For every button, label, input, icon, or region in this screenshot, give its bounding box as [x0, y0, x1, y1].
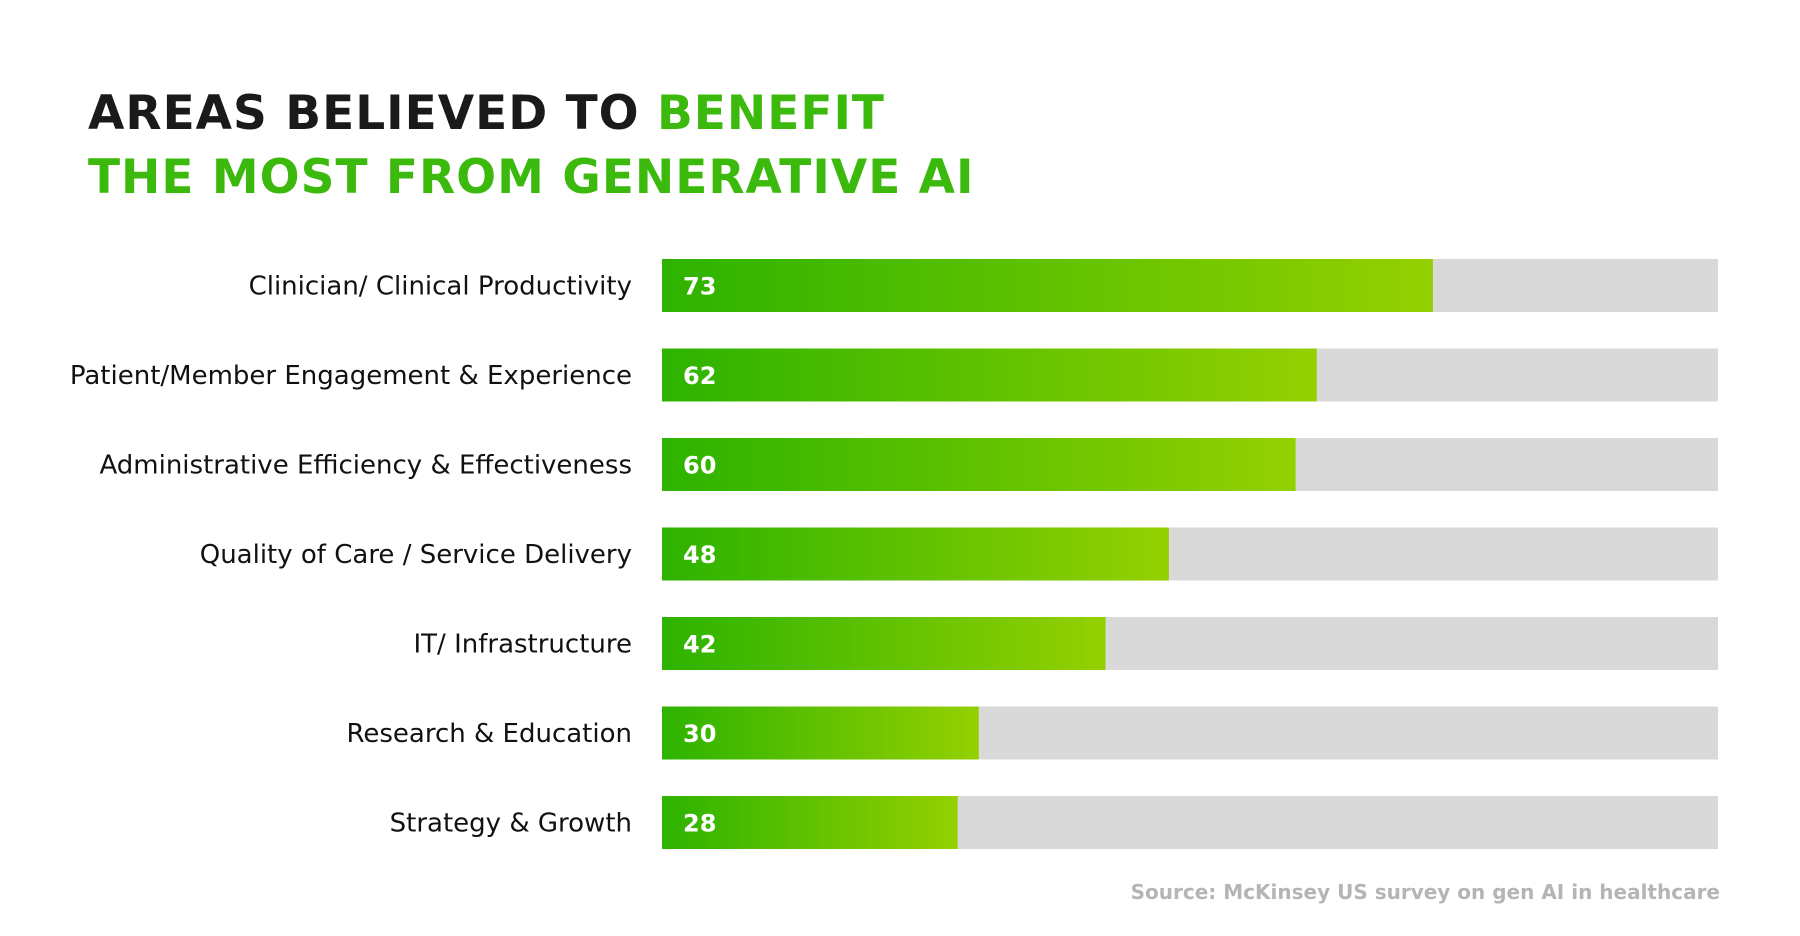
category-label: Quality of Care / Service Delivery [200, 540, 632, 570]
value-label: 28 [683, 810, 716, 838]
bars-group: Clinician/ Clinical Productivity 73 Patien… [70, 259, 1718, 849]
category-label: Clinician/ Clinical Productivity [249, 272, 632, 302]
value-label: 62 [683, 362, 716, 390]
bar [662, 796, 958, 849]
source-note: Source: McKinsey US survey on gen AI in … [1130, 880, 1720, 904]
value-label: 73 [683, 273, 716, 301]
bar [662, 438, 1296, 491]
bar-row: Strategy & Growth 28 [390, 796, 1718, 849]
value-label: 60 [683, 452, 716, 480]
bar-row: Research & Education 30 [346, 706, 1718, 760]
value-label: 42 [683, 631, 716, 659]
bar-row: IT/ Infrastructure 42 [414, 617, 1718, 670]
category-label: Research & Education [346, 719, 632, 749]
bar-row: Administrative Efficiency & Effectivenes… [99, 438, 1718, 491]
bar-row: Quality of Care / Service Delivery 48 [200, 527, 1718, 581]
bar [662, 617, 1106, 670]
bar [662, 706, 979, 760]
bar-row: Patient/Member Engagement & Experience 62 [70, 348, 1718, 402]
title-line2-accent: THE MOST FROM GENERATIVE AI [88, 150, 975, 205]
chart-title: AREAS BELIEVED TO BENEFIT THE MOST FROM … [88, 82, 975, 210]
title-line1-dark: AREAS BELIEVED TO [88, 86, 657, 141]
category-label: Patient/Member Engagement & Experience [70, 361, 632, 391]
value-label: 30 [683, 720, 716, 748]
bar [662, 259, 1433, 312]
category-label: IT/ Infrastructure [414, 630, 633, 660]
category-label: Administrative Efficiency & Effectivenes… [99, 451, 632, 481]
bar [662, 527, 1169, 581]
bar-row: Clinician/ Clinical Productivity 73 [249, 259, 1718, 312]
title-line1-accent: BENEFIT [656, 86, 885, 141]
category-label: Strategy & Growth [390, 809, 632, 839]
bar [662, 348, 1317, 402]
value-label: 48 [683, 541, 716, 569]
